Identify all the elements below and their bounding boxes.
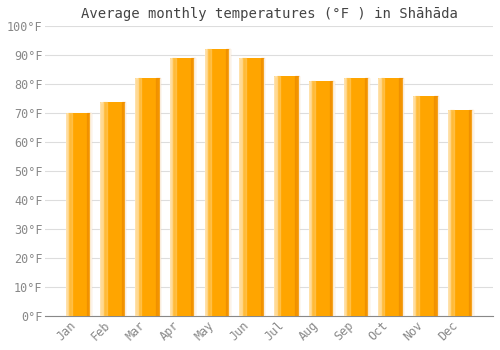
Bar [380, 78, 384, 316]
Bar [378, 78, 380, 316]
Bar [365, 78, 368, 316]
Bar [346, 78, 350, 316]
Bar [416, 96, 419, 316]
Bar [330, 81, 334, 316]
Bar [434, 96, 438, 316]
Bar [400, 78, 403, 316]
Bar [100, 102, 126, 316]
Bar [204, 49, 230, 316]
Bar [100, 102, 103, 316]
Bar [172, 58, 176, 316]
Bar [138, 78, 141, 316]
Bar [170, 58, 172, 316]
Title: Average monthly temperatures (°F ) in Shāhāda: Average monthly temperatures (°F ) in Sh… [81, 7, 458, 21]
Bar [378, 78, 403, 316]
Bar [87, 113, 90, 316]
Bar [312, 81, 315, 316]
Bar [296, 76, 299, 316]
Bar [309, 81, 312, 316]
Bar [103, 102, 106, 316]
Bar [469, 110, 472, 316]
Bar [448, 110, 450, 316]
Bar [242, 58, 246, 316]
Bar [191, 58, 195, 316]
Bar [204, 49, 207, 316]
Bar [413, 96, 438, 316]
Bar [260, 58, 264, 316]
Bar [135, 78, 138, 316]
Bar [240, 58, 242, 316]
Bar [68, 113, 72, 316]
Bar [66, 113, 68, 316]
Bar [240, 58, 264, 316]
Bar [135, 78, 160, 316]
Bar [207, 49, 211, 316]
Bar [448, 110, 472, 316]
Bar [276, 76, 280, 316]
Bar [274, 76, 276, 316]
Bar [309, 81, 334, 316]
Bar [226, 49, 230, 316]
Bar [450, 110, 454, 316]
Bar [344, 78, 346, 316]
Bar [170, 58, 195, 316]
Bar [274, 76, 299, 316]
Bar [66, 113, 90, 316]
Bar [156, 78, 160, 316]
Bar [413, 96, 416, 316]
Bar [344, 78, 368, 316]
Bar [122, 102, 126, 316]
